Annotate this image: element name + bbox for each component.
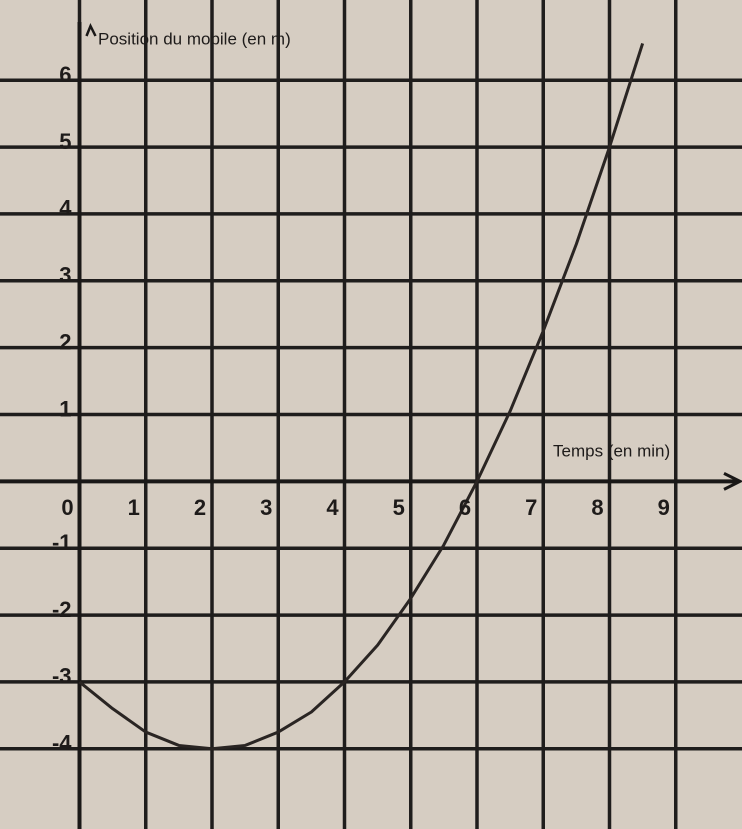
x-tick-label: 5: [393, 495, 405, 520]
x-tick-label: 7: [525, 495, 537, 520]
y-tick-label: -3: [52, 664, 72, 689]
x-tick-label: 6: [459, 495, 471, 520]
x-tick-label: 2: [194, 495, 206, 520]
y-tick-label: 1: [59, 396, 71, 421]
plot: [78, 42, 645, 751]
y-tick-label: -2: [52, 597, 72, 622]
x-axis-label: Temps (en min): [553, 441, 670, 460]
y-tick-label: 5: [59, 129, 71, 154]
y-axis-label: Position du mobile (en m): [98, 29, 291, 48]
y-tick-label: -1: [52, 530, 72, 555]
y-tick-label: 6: [59, 62, 71, 87]
x-tick-label: 0: [61, 495, 73, 520]
y-tick-label: 4: [59, 196, 72, 221]
y-axis-arrow: [85, 22, 97, 37]
x-axis-arrow: [723, 472, 742, 491]
curve: [78, 42, 645, 751]
x-tick-label: 1: [128, 495, 140, 520]
y-tick-label: -4: [52, 731, 72, 756]
x-tick-label: 9: [658, 495, 670, 520]
x-tick-label: 4: [326, 495, 339, 520]
y-tick-label: 2: [59, 329, 71, 354]
y-tick-label: 3: [59, 263, 71, 288]
x-tick-label: 3: [260, 495, 272, 520]
x-tick-label: 8: [591, 495, 603, 520]
